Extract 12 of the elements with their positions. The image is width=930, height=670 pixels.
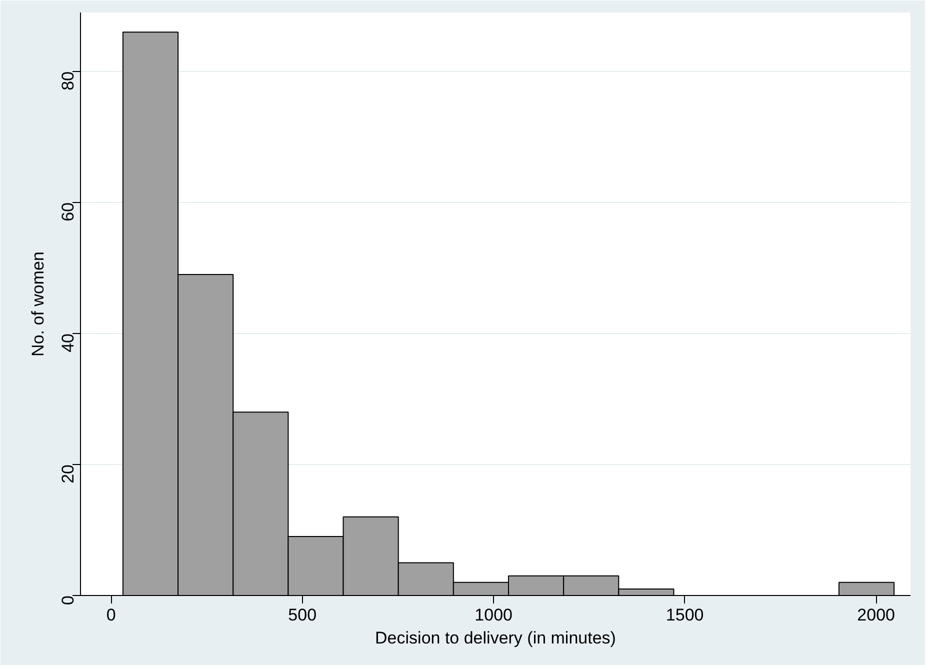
x-tick-label: 500 bbox=[288, 606, 317, 624]
x-tick-label: 1500 bbox=[666, 606, 704, 624]
y-tick-label: 0 bbox=[58, 595, 78, 605]
y-tick-label: 40 bbox=[58, 333, 78, 352]
y-axis-title: No. of women bbox=[28, 252, 48, 356]
x-tick-label: 0 bbox=[106, 606, 116, 624]
x-tick-label: 1000 bbox=[474, 606, 513, 624]
y-tick-label: 60 bbox=[58, 202, 78, 222]
x-axis-title: Decision to delivery (in minutes) bbox=[375, 628, 616, 648]
y-tick-label: 80 bbox=[58, 71, 78, 90]
x-tick-label: 2000 bbox=[857, 606, 895, 624]
y-tick-label: 20 bbox=[58, 464, 78, 484]
